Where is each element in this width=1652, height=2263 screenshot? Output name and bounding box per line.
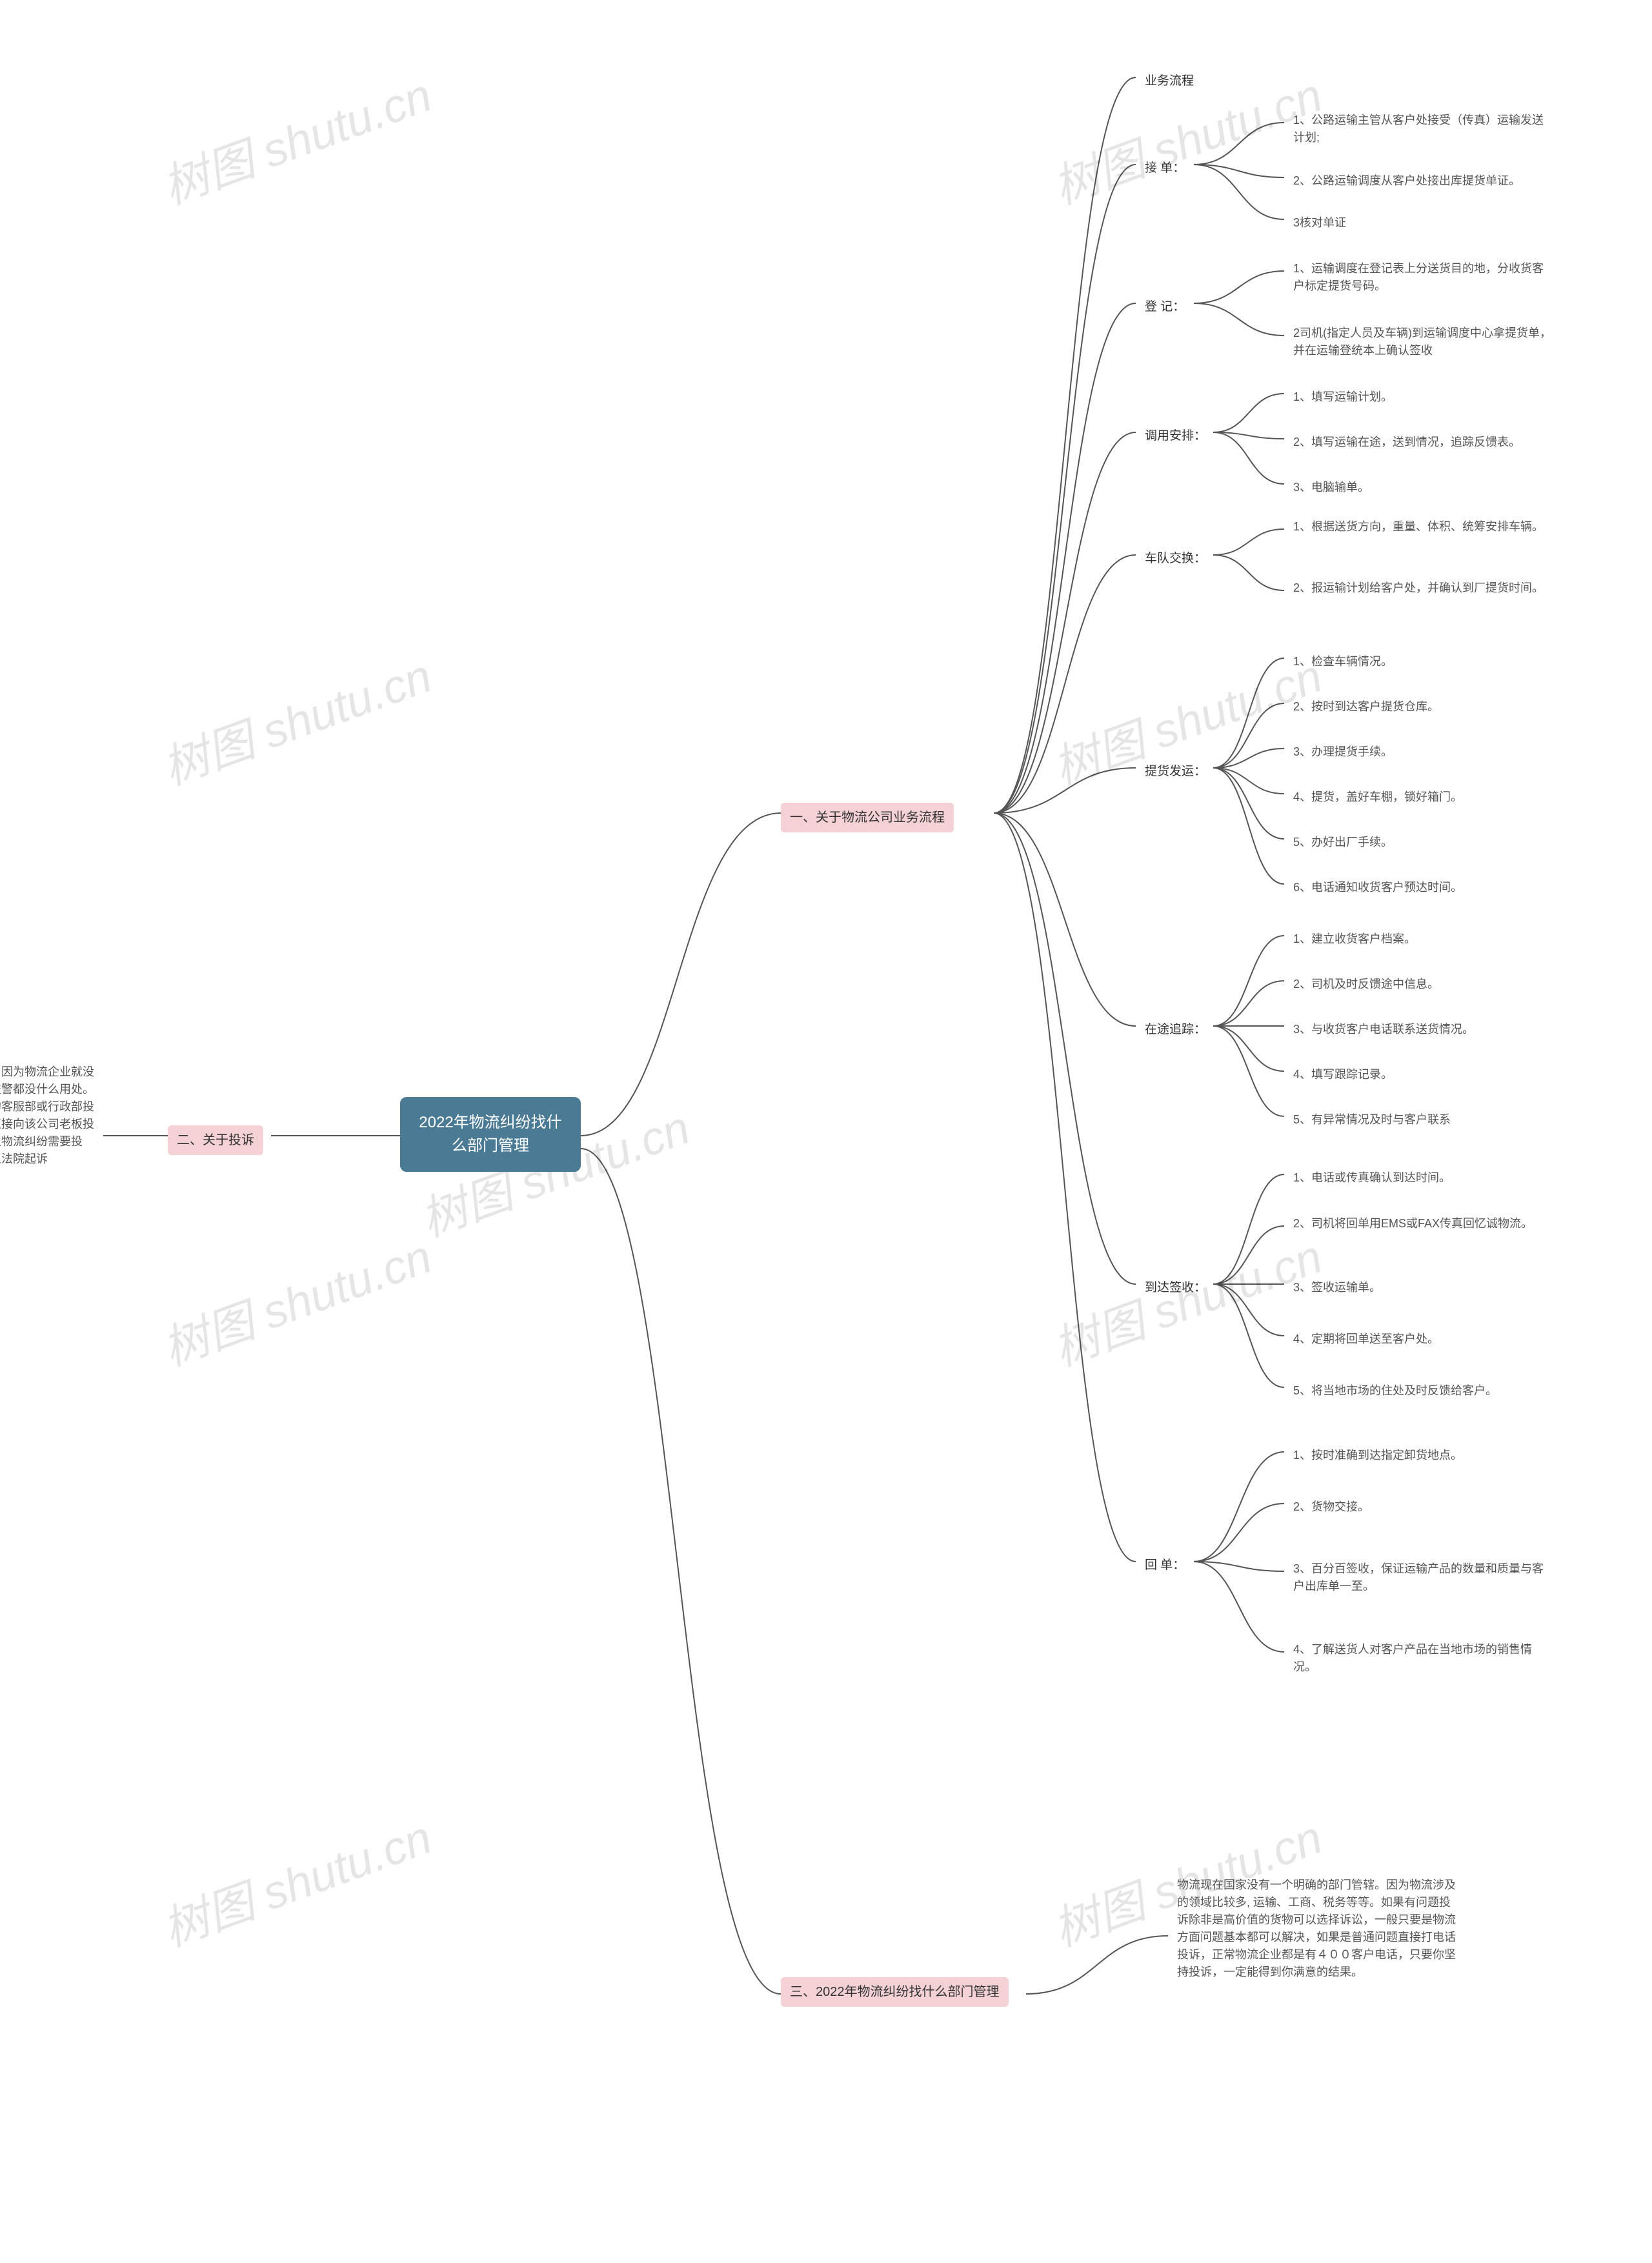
leaf-daoda-1: 2、司机将回单用EMS或FAX传真回忆诚物流。 — [1284, 1210, 1542, 1238]
leaf-huidan-3: 4、了解送货人对客户产品在当地市场的销售情况。 — [1284, 1636, 1562, 1681]
leaf-daoda-0: 1、电话或传真确认到达时间。 — [1284, 1164, 1460, 1192]
leaf-zaitu-1: 2、司机及时反馈途中信息。 — [1284, 971, 1448, 998]
leaf-dengji-0: 1、运输调度在登记表上分送货目的地，分收货客户标定提货号码。 — [1284, 255, 1562, 300]
leaf-zaitu-2: 3、与收货客户电话联系送货情况。 — [1284, 1016, 1483, 1043]
branch-daoda[interactable]: 到达签收： — [1136, 1274, 1215, 1303]
branch-tihuo[interactable]: 提货发运： — [1136, 758, 1215, 787]
leaf-jiedan-0: 1、公路运输主管从客户处接受（传真）运输发送计划; — [1284, 106, 1562, 152]
branch-diaoyong[interactable]: 调用安排： — [1136, 422, 1215, 451]
leaf-diaoyong-2: 3、电脑输单。 — [1284, 474, 1378, 501]
leaf-tihuo-1: 2、按时到达客户提货仓库。 — [1284, 693, 1448, 721]
branch-yewu[interactable]: 业务流程 — [1136, 67, 1203, 96]
leaf-daoda-2: 3、签收运输单。 — [1284, 1274, 1390, 1302]
leaf-diaoyong-1: 2、填写运输在途，送到情况，追踪反馈表。 — [1284, 428, 1529, 456]
leaf-huidan-2: 3、百分百签收，保证运输产品的数量和质量与客户出库单一至。 — [1284, 1555, 1562, 1600]
leaf-tihuo-2: 3、办理提货手续。 — [1284, 738, 1402, 766]
leaf-tihuo-3: 4、提货，盖好车棚，锁好箱门。 — [1284, 783, 1471, 811]
branch-jiedan[interactable]: 接 单： — [1136, 154, 1194, 183]
leaf-chedui-0: 1、根据送货方向，重量、体积、统筹安排车辆。 — [1284, 513, 1553, 541]
leaf-dengji-1: 2司机(指定人员及车辆)到运输调度中心拿提货单，并在运输登统本上确认签收 — [1284, 319, 1562, 365]
leaf-jiedan-1: 2、公路运输调度从客户处接出库提货单证。 — [1284, 167, 1529, 195]
leaf-jiedan-2: 3核对单证 — [1284, 209, 1355, 237]
watermark: 树图 shutu.cn — [152, 1219, 439, 1379]
section-3-body: 物流现在国家没有一个明确的部门管辖。因为物流涉及的领域比较多, 运输、工商、税务… — [1168, 1871, 1465, 1986]
watermark: 树图 shutu.cn — [152, 1800, 439, 1960]
leaf-zaitu-4: 5、有异常情况及时与客户联系 — [1284, 1106, 1460, 1134]
branch-chedui[interactable]: 车队交换： — [1136, 545, 1215, 574]
leaf-huidan-1: 2、货物交接。 — [1284, 1493, 1378, 1521]
section-2[interactable]: 二、关于投诉 — [168, 1125, 263, 1155]
section-1[interactable]: 一、关于物流公司业务流程 — [781, 803, 954, 832]
leaf-tihuo-0: 1、检查车辆情况。 — [1284, 648, 1402, 676]
leaf-zaitu-3: 4、填写跟踪记录。 — [1284, 1061, 1402, 1089]
branch-dengji[interactable]: 登 记： — [1136, 293, 1194, 322]
root-node[interactable]: 2022年物流纠纷找什么部门管理 — [400, 1097, 581, 1172]
watermark: 树图 shutu.cn — [152, 57, 439, 217]
leaf-tihuo-4: 5、办好出厂手续。 — [1284, 829, 1402, 856]
leaf-tihuo-5: 6、电话通知收货客户预达时间。 — [1284, 874, 1471, 901]
branch-huidan[interactable]: 回 单： — [1136, 1551, 1194, 1580]
leaf-diaoyong-0: 1、填写运输计划。 — [1284, 383, 1402, 411]
section-2-body: 若是投诉物流公司，那是投诉无门，因为物流企业就没有一个真正的主管部门，找工商、交… — [0, 1058, 103, 1173]
branch-zaitu[interactable]: 在途追踪： — [1136, 1016, 1215, 1045]
leaf-chedui-1: 2、报运输计划给客户处，并确认到厂提货时间。 — [1284, 574, 1553, 602]
leaf-zaitu-0: 1、建立收货客户档案。 — [1284, 925, 1425, 953]
leaf-huidan-0: 1、按时准确到达指定卸货地点。 — [1284, 1442, 1471, 1469]
leaf-daoda-4: 5、将当地市场的住处及时反馈给客户。 — [1284, 1377, 1506, 1405]
section-3[interactable]: 三、2022年物流纠纷找什么部门管理 — [781, 1977, 1009, 2007]
watermark: 树图 shutu.cn — [152, 638, 439, 798]
leaf-daoda-3: 4、定期将回单送至客户处。 — [1284, 1325, 1448, 1353]
